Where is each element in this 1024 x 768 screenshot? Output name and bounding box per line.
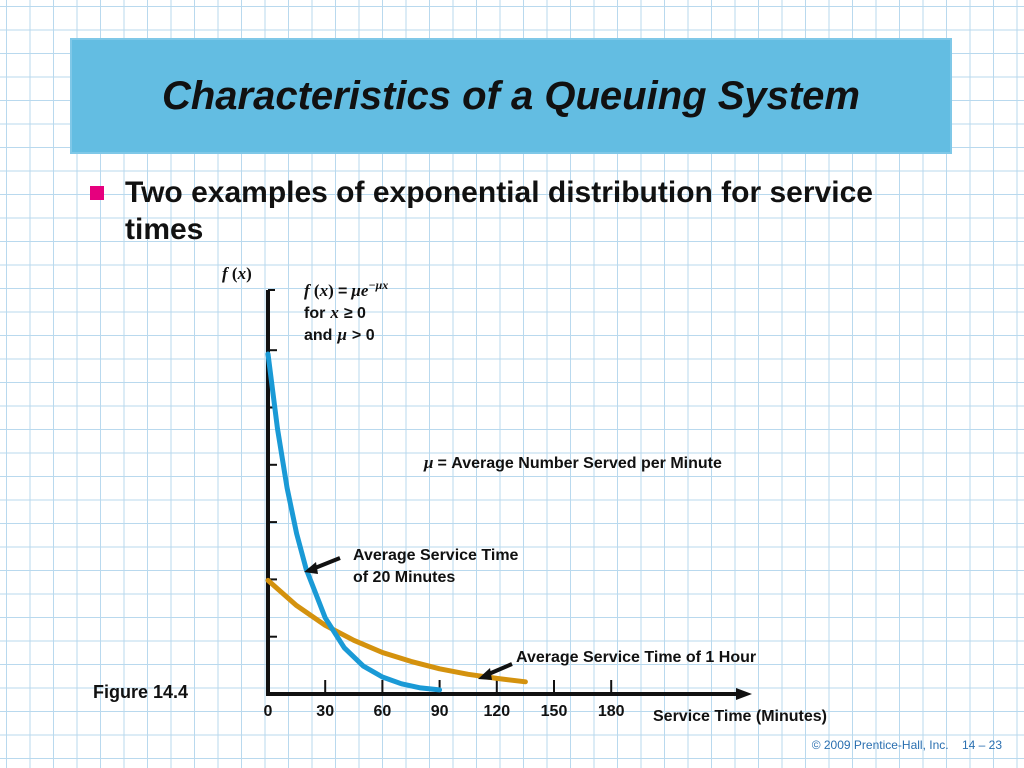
annotation-20-min-line1: Average Service Time [353, 547, 519, 564]
series-layer [265, 351, 528, 693]
formula-condition-x: for x ≥ 0 [304, 303, 366, 322]
x-tick-label: 30 [316, 703, 334, 720]
series-line-20-min [265, 351, 443, 693]
x-tick-label: 150 [541, 703, 568, 720]
footer-page-number: 14 – 23 [961, 738, 1002, 752]
x-tick-label: 0 [264, 703, 273, 720]
annotation-20-min-line2: of 20 Minutes [353, 569, 455, 586]
footer-copyright: © 2009 Prentice-Hall, Inc. [811, 738, 949, 752]
x-tick-label: 60 [374, 703, 392, 720]
slide-title: Characteristics of a Queuing System [161, 73, 860, 118]
formula-condition-mu: and μ > 0 [304, 325, 375, 344]
y-axis-label: f (x) [222, 264, 252, 283]
x-axis-label: Service Time (Minutes) [653, 708, 827, 725]
figure-label: Figure 14.4 [93, 682, 189, 702]
x-axis-arrow [736, 688, 752, 700]
formula-line: f (x) = μe−μx [304, 278, 388, 300]
series-line-60-min [265, 577, 528, 685]
mu-definition: μ = Average Number Served per Minute [423, 453, 722, 472]
bullet-marker [90, 186, 104, 200]
x-axis-ticks: 0 30 60 90 120 150 180 [264, 680, 625, 720]
annotation-20-min-arrowhead [304, 562, 318, 574]
x-tick-label: 90 [431, 703, 449, 720]
footer: © 2009 Prentice-Hall, Inc. 14 – 23 [802, 738, 1002, 752]
annotation-1-hour: Average Service Time of 1 Hour [516, 649, 756, 666]
annotation-1-hour-arrowhead [478, 668, 492, 680]
x-tick-label: 180 [598, 703, 625, 720]
bullet-text: Two examples of exponential distribution… [125, 176, 873, 246]
title-bar: Characteristics of a Queuing System [70, 38, 952, 154]
x-tick-label: 120 [483, 703, 510, 720]
